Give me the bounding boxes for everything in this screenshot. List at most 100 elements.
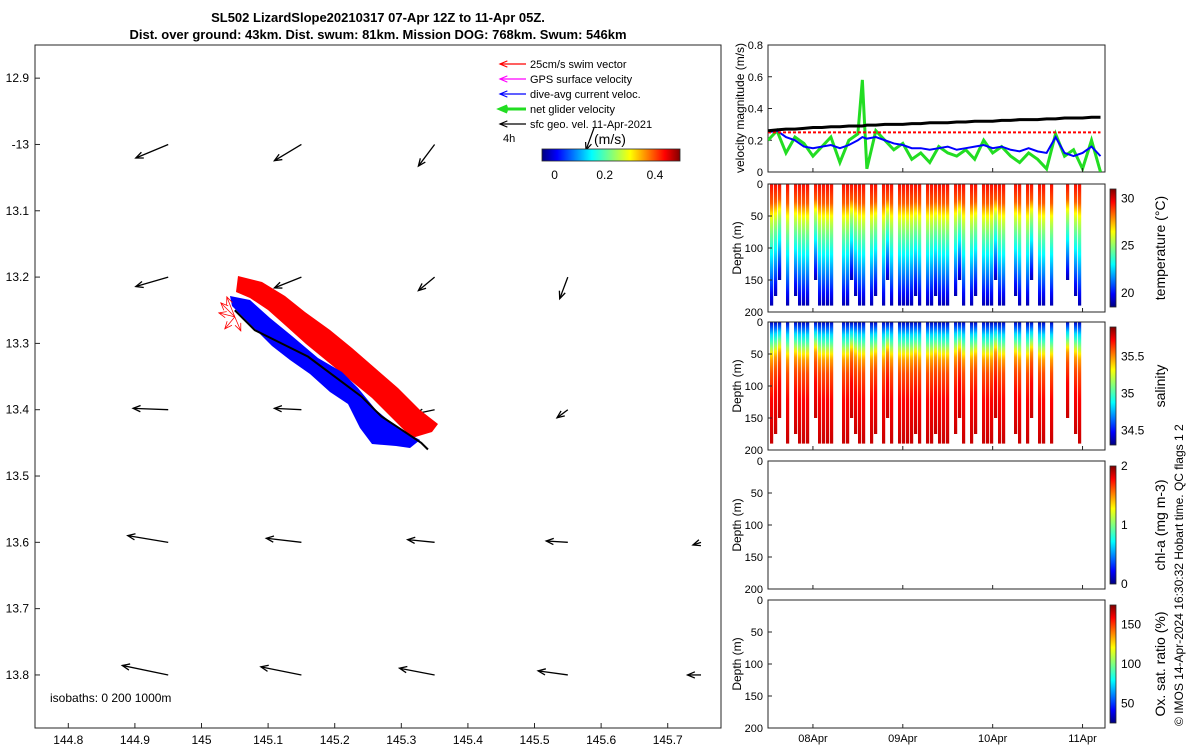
map-x-tick-label: 145.1	[253, 733, 283, 747]
map-x-tick-label: 145.2	[320, 733, 350, 747]
profile-bar	[1014, 322, 1018, 434]
profile-bar	[1030, 322, 1034, 418]
profile-bar	[1074, 322, 1078, 434]
profile-bar	[814, 184, 818, 280]
legend-label-swim: 25cm/s swim vector	[530, 59, 627, 71]
geo-velocity-vector	[120, 663, 169, 676]
profile-bar	[1078, 322, 1082, 444]
velocity-y-tick-label: 0.6	[748, 72, 763, 84]
depth-axes-frame-chla	[767, 460, 1106, 590]
profile-bar	[798, 184, 802, 306]
geo-velocity-vector	[691, 539, 702, 547]
legend-colorbar-title: (m/s)	[594, 131, 626, 147]
geo-velocity-vector	[685, 671, 702, 679]
profile-bar	[874, 322, 878, 434]
depth-tick-label: 200	[745, 584, 763, 596]
colorbar-salinity	[1109, 326, 1117, 446]
legend-label-gps: GPS surface velocity	[530, 74, 633, 86]
depth-tick-label: 100	[745, 381, 763, 393]
profile-bar	[1026, 184, 1030, 306]
legend-label-net: net glider velocity	[530, 104, 615, 116]
geo-velocity-vector	[131, 404, 169, 413]
colorbar-label-temperature: temperature (°C)	[1152, 196, 1168, 300]
profile-bar	[842, 322, 846, 444]
profile-bar	[862, 322, 866, 444]
velocity-line-current	[768, 129, 1102, 158]
map-glider-track	[217, 276, 438, 451]
profile-bar	[1026, 322, 1030, 444]
profile-bar	[942, 322, 946, 444]
colorbar-tick-salinity: 34.5	[1121, 423, 1145, 437]
profile-bar	[1030, 184, 1034, 280]
depth-tick-label: 0	[757, 317, 763, 329]
profile-bar	[1042, 322, 1046, 444]
velocity-y-ticks: 0 0.2 0.4 0.6 0.8	[748, 40, 772, 179]
profile-bar	[854, 322, 858, 434]
map-x-tick-label: 145.4	[453, 733, 483, 747]
profile-bar	[1042, 184, 1046, 306]
profile-bar	[1002, 184, 1006, 306]
profile-bar	[818, 184, 822, 306]
profile-bar	[870, 184, 874, 306]
profile-bar	[918, 184, 922, 306]
time-tick-label: 08Apr	[798, 733, 828, 745]
profile-bar	[830, 184, 834, 306]
depth-tick-label: 200	[745, 445, 763, 457]
profile-bar	[814, 322, 818, 418]
profile-bar	[802, 322, 806, 444]
geo-velocity-vector	[134, 276, 169, 289]
map-legend: 25cm/s swim vector GPS surface velocity di…	[496, 59, 681, 182]
velocity-line-geo	[768, 115, 1101, 133]
colorbar-label-chla: chl-a (mg m-3)	[1152, 479, 1168, 570]
map-x-tick-label: 145	[191, 733, 211, 747]
profile-bar	[1018, 184, 1022, 306]
depth-axes-frame-oxygen	[767, 599, 1106, 729]
velocity-y-tick-label: 0.2	[748, 135, 763, 147]
profile-bar	[990, 184, 994, 306]
profile-bar	[898, 322, 902, 444]
profile-bar	[890, 322, 894, 444]
map-x-tick-label: 144.8	[53, 733, 83, 747]
geo-velocity-vector	[264, 535, 302, 543]
colorbar-tick-salinity: 35.5	[1121, 350, 1145, 364]
profile-bar	[1050, 322, 1054, 444]
profile-bar	[934, 322, 938, 434]
profile-bar	[902, 184, 906, 306]
profile-bar	[986, 184, 990, 306]
profile-bar	[1038, 184, 1042, 306]
depth-tick-label: 0	[757, 456, 763, 468]
profile-bar	[862, 184, 866, 306]
geo-velocity-vector	[272, 276, 302, 289]
colorbar-tick-chla: 0	[1121, 577, 1128, 591]
depth-tick-label: 100	[745, 520, 763, 532]
colorbar-tick-oxygen: 150	[1121, 618, 1141, 632]
map-y-tick-label: 13.4	[6, 403, 30, 417]
profile-bar	[826, 322, 830, 444]
profile-bar	[854, 184, 858, 296]
depth-tick-label: 100	[745, 243, 763, 255]
time-axis-ticks: 08Apr 09Apr 10Apr 11Apr	[798, 168, 1097, 745]
profile-bar	[794, 322, 798, 434]
map-y-tick-label: 13.7	[6, 602, 30, 616]
profile-bar	[846, 322, 850, 444]
map-x-tick-label: 145.3	[386, 733, 416, 747]
current-vector-fringe	[230, 296, 420, 448]
profile-bar	[954, 322, 958, 434]
profile-bar	[906, 184, 910, 306]
colorbar-temperature	[1109, 188, 1117, 308]
profile-bar	[942, 184, 946, 306]
figure-title-line1: SL502 LizardSlope20210317 07-Apr 12Z to …	[211, 10, 545, 25]
velocity-y-tick-label: 0	[757, 167, 763, 179]
geo-velocity-vector	[555, 409, 569, 419]
depth-tick-label: 100	[745, 659, 763, 671]
map-y-tick-label: 13.3	[6, 336, 30, 350]
profile-bar	[778, 184, 782, 280]
profile-bar	[850, 184, 854, 280]
map-x-ticks: 144.8 144.9 145 145.1 145.2 145.3 145.4 145.5 14…	[53, 723, 683, 747]
profile-bars-temperature	[770, 184, 1082, 306]
profile-bar	[930, 184, 934, 306]
map-panel: 144.8 144.9 145 145.1 145.2 145.3 145.4 145.5 14…	[6, 44, 722, 747]
profile-bar	[818, 322, 822, 444]
profile-bar	[938, 184, 942, 306]
